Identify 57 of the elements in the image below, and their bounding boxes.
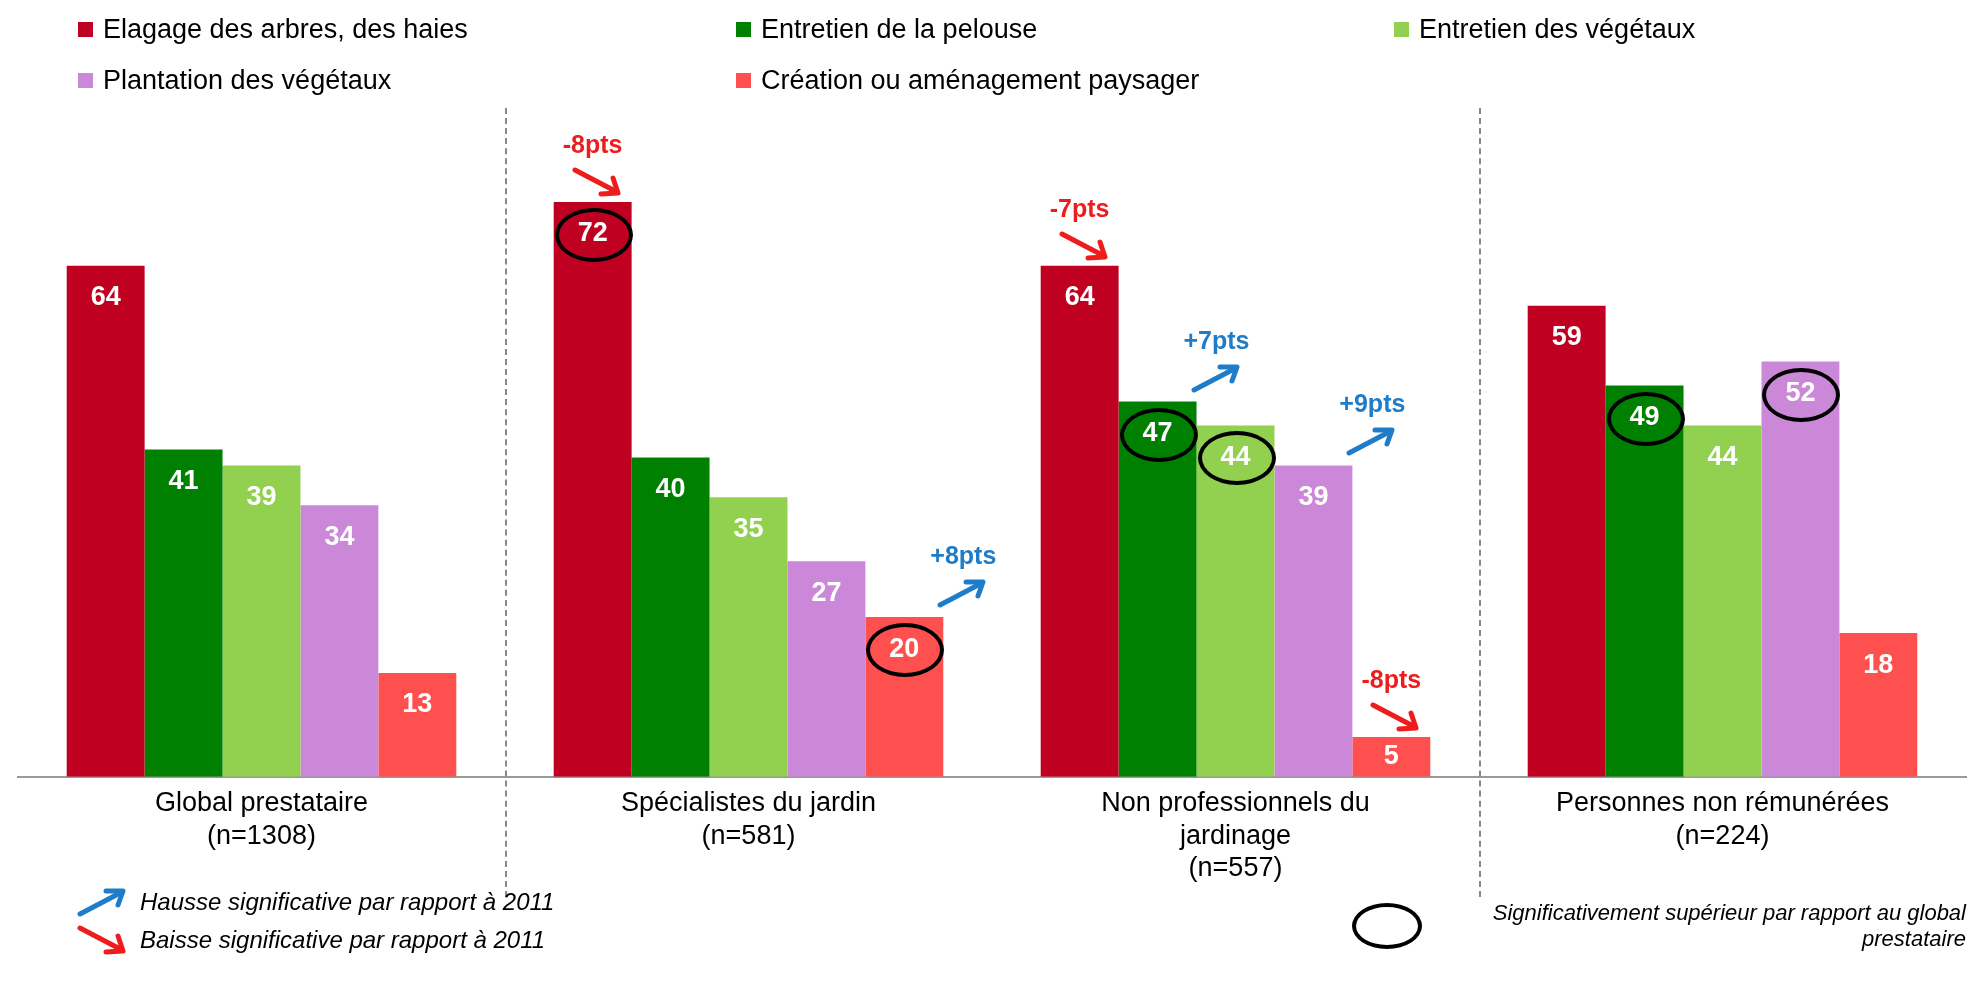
annotation: +8pts	[929, 541, 998, 571]
bar	[1683, 425, 1762, 777]
bar	[709, 497, 788, 777]
bar	[631, 457, 710, 777]
text: Baisse significative par rapport à 2011	[140, 926, 546, 954]
data-label: 40	[655, 472, 686, 503]
annotation: +9pts	[1338, 389, 1407, 419]
data-label: 13	[402, 688, 433, 719]
data-label: 64	[90, 281, 121, 312]
x-tick-label: Spécialistes du jardin (n=581)	[620, 787, 877, 850]
data-label: 72	[577, 217, 608, 248]
data-label: 47	[1142, 416, 1173, 447]
data-label: 64	[1064, 281, 1095, 312]
bar	[553, 201, 632, 777]
bar	[1527, 305, 1606, 777]
annotation: -8pts	[1360, 664, 1423, 694]
data-label: 49	[1629, 400, 1660, 431]
bar	[300, 505, 379, 777]
data-label: 41	[168, 464, 199, 495]
data-label: 39	[1298, 480, 1329, 511]
bar	[787, 561, 866, 777]
bar	[144, 449, 223, 777]
data-label: 59	[1551, 321, 1582, 352]
annotation: -7pts	[1048, 193, 1111, 223]
bar	[1040, 265, 1119, 777]
bar	[1274, 465, 1353, 777]
text: Significativement supérieur par rapport au global prestataire	[1491, 900, 1966, 952]
legend-label: Elagage des arbres, des haies	[103, 14, 468, 45]
legend-label: Création ou aménagement paysager	[761, 65, 1200, 96]
x-tick-label: Non professionnels du jardinage (n=557)	[1101, 787, 1370, 883]
legend-label: Plantation des végétaux	[103, 65, 392, 96]
legend-label: Entretien des végétaux	[1419, 14, 1696, 45]
data-label: 39	[246, 480, 277, 511]
bar	[1118, 401, 1197, 777]
annotation: +7pts	[1182, 325, 1251, 355]
bar	[1761, 361, 1840, 777]
data-label: 35	[733, 512, 764, 543]
bar	[378, 673, 457, 777]
data-label: 52	[1785, 377, 1816, 408]
data-label: 27	[811, 576, 842, 607]
data-label: 34	[324, 520, 355, 551]
data-label: 18	[1863, 648, 1894, 679]
bar	[1839, 633, 1918, 777]
bar	[1196, 425, 1275, 777]
x-tick-label: Global prestataire (n=1308)	[154, 787, 369, 850]
data-label: 44	[1220, 440, 1251, 471]
bar	[66, 265, 145, 777]
bar	[222, 465, 301, 777]
legend-label: Entretien de la pelouse	[761, 14, 1038, 45]
bar	[1605, 385, 1684, 777]
data-label: 44	[1707, 440, 1738, 471]
text: Hausse significative par rapport à 2011	[140, 888, 555, 916]
data-label: 5	[1383, 740, 1399, 771]
data-label: 20	[889, 632, 920, 663]
bar	[1352, 736, 1431, 777]
text: -8pts	[561, 129, 624, 159]
x-tick-label: Personnes non rémunérées (n=224)	[1555, 787, 1890, 850]
